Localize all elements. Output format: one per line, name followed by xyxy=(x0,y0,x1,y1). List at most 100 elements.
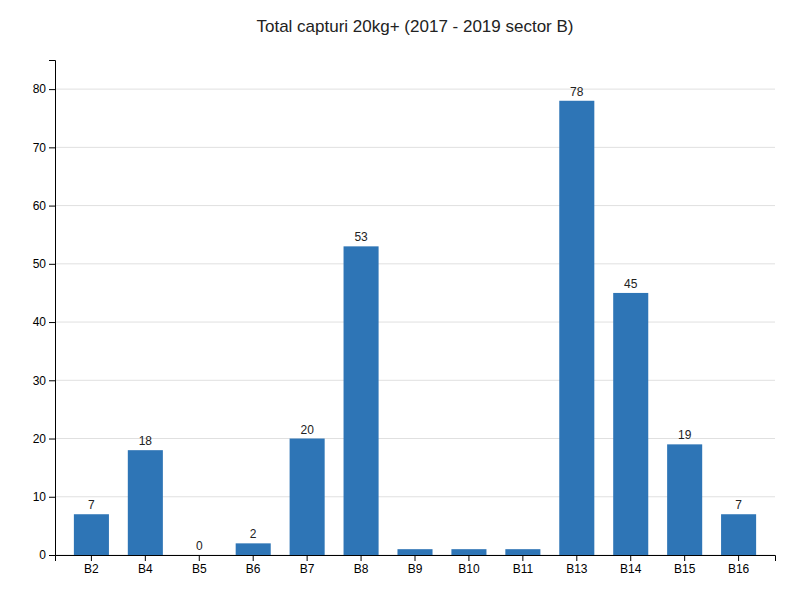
y-tick-mark xyxy=(49,264,55,265)
grid-line xyxy=(55,89,775,90)
x-tick-mark xyxy=(522,555,523,561)
y-tick: 30 xyxy=(33,374,55,388)
x-tick: B10 xyxy=(458,555,480,576)
y-tick-label: 60 xyxy=(33,199,47,213)
y-tick-label: 0 xyxy=(39,548,46,562)
x-tick-label: B4 xyxy=(138,562,153,576)
x-tick-mark xyxy=(253,555,254,561)
bar xyxy=(182,555,217,556)
y-tick-mark xyxy=(49,89,55,90)
y-tick: 40 xyxy=(33,315,55,329)
x-tick-mark xyxy=(415,555,416,561)
x-tick-label: B13 xyxy=(566,562,588,576)
y-tick-mark xyxy=(49,206,55,207)
x-tick: B5 xyxy=(192,555,207,576)
x-tick-mark xyxy=(576,555,577,561)
bar xyxy=(559,101,594,555)
bar xyxy=(290,439,325,555)
x-tick-mark xyxy=(91,555,92,561)
y-tick: 20 xyxy=(33,432,55,446)
data-label: 7 xyxy=(88,498,95,512)
x-tick-label: B9 xyxy=(408,562,423,576)
x-tick-mark xyxy=(361,555,362,561)
data-label: 45 xyxy=(624,277,638,291)
y-axis: 0 10 20 30 40 50 60 70 80 xyxy=(33,61,56,563)
bar xyxy=(451,549,486,555)
x-tick: B4 xyxy=(138,555,153,576)
x-tick-label: B14 xyxy=(620,562,642,576)
data-labels: 7 18 0 2 20 53 78 45 19 7 xyxy=(88,85,742,553)
x-tick-label: B15 xyxy=(674,562,696,576)
x-tick: B15 xyxy=(674,555,696,576)
x-tick-label: B2 xyxy=(84,562,99,576)
x-tick: B9 xyxy=(408,555,423,576)
grid-line xyxy=(55,322,775,323)
x-tick-label: B8 xyxy=(354,562,369,576)
y-tick: 60 xyxy=(33,199,55,213)
x-tick: B14 xyxy=(620,555,642,576)
y-tick-label: 20 xyxy=(33,432,47,446)
data-label: 78 xyxy=(570,85,584,99)
bars xyxy=(74,101,756,555)
grid-line xyxy=(55,147,775,148)
x-tick: B6 xyxy=(246,555,261,576)
data-label: 7 xyxy=(735,498,742,512)
y-tick-mark xyxy=(49,322,55,323)
y-tick-label: 70 xyxy=(33,141,47,155)
title: Total capturi 20kg+ (2017 - 2019 sector … xyxy=(256,17,573,36)
grid-line xyxy=(55,263,775,264)
y-tick: 80 xyxy=(33,82,55,96)
x-tick: B11 xyxy=(513,555,534,576)
y-axis-line xyxy=(49,61,56,556)
bar xyxy=(74,514,109,555)
y-tick: 0 xyxy=(39,548,55,562)
chart: 01020304050607080B2B4B5B6B7B8B9B10B11B13… xyxy=(0,0,800,600)
x-tick-label: B16 xyxy=(728,562,750,576)
y-tick-mark xyxy=(49,147,55,148)
grid-line xyxy=(55,496,775,497)
x-axis-line xyxy=(56,556,776,562)
data-label: 53 xyxy=(354,230,368,244)
y-tick-label: 10 xyxy=(33,490,47,504)
x-tick-mark xyxy=(630,555,631,561)
y-tick: 10 xyxy=(33,490,55,504)
y-tick: 50 xyxy=(33,257,55,271)
y-tick-mark xyxy=(49,439,55,440)
x-tick-mark xyxy=(307,555,308,561)
bar xyxy=(397,549,432,555)
plot: 01020304050607080B2B4B5B6B7B8B9B10B11B13… xyxy=(33,61,776,576)
data-label: 0 xyxy=(196,539,203,553)
x-tick: B2 xyxy=(84,555,99,576)
y-tick-mark xyxy=(49,380,55,381)
x-tick-label: B5 xyxy=(192,562,207,576)
x-tick-mark xyxy=(468,555,469,561)
y-tick-mark xyxy=(49,555,55,556)
bar xyxy=(667,444,702,555)
y-tick-label: 50 xyxy=(33,257,47,271)
x-tick-label: B10 xyxy=(458,562,480,576)
bar xyxy=(505,549,540,555)
data-label: 2 xyxy=(250,527,257,541)
x-tick-mark xyxy=(199,555,200,561)
x-tick-label: B11 xyxy=(513,562,534,576)
x-tick-mark xyxy=(684,555,685,561)
y-tick-mark xyxy=(49,497,55,498)
data-label: 20 xyxy=(300,423,314,437)
grid-line xyxy=(55,380,775,381)
x-tick: B13 xyxy=(566,555,588,576)
x-tick: B16 xyxy=(728,555,750,576)
bar xyxy=(344,246,379,555)
bar xyxy=(613,293,648,555)
data-label: 19 xyxy=(678,428,692,442)
y-tick-label: 40 xyxy=(33,315,47,329)
y-tick: 70 xyxy=(33,141,55,155)
grid-line xyxy=(55,205,775,206)
grid xyxy=(55,89,775,555)
x-tick-label: B6 xyxy=(246,562,261,576)
x-tick-mark xyxy=(738,555,739,561)
bar xyxy=(721,514,756,555)
x-tick-mark xyxy=(145,555,146,561)
grid-line xyxy=(55,438,775,439)
x-tick: B8 xyxy=(354,555,369,576)
data-label: 18 xyxy=(139,434,153,448)
